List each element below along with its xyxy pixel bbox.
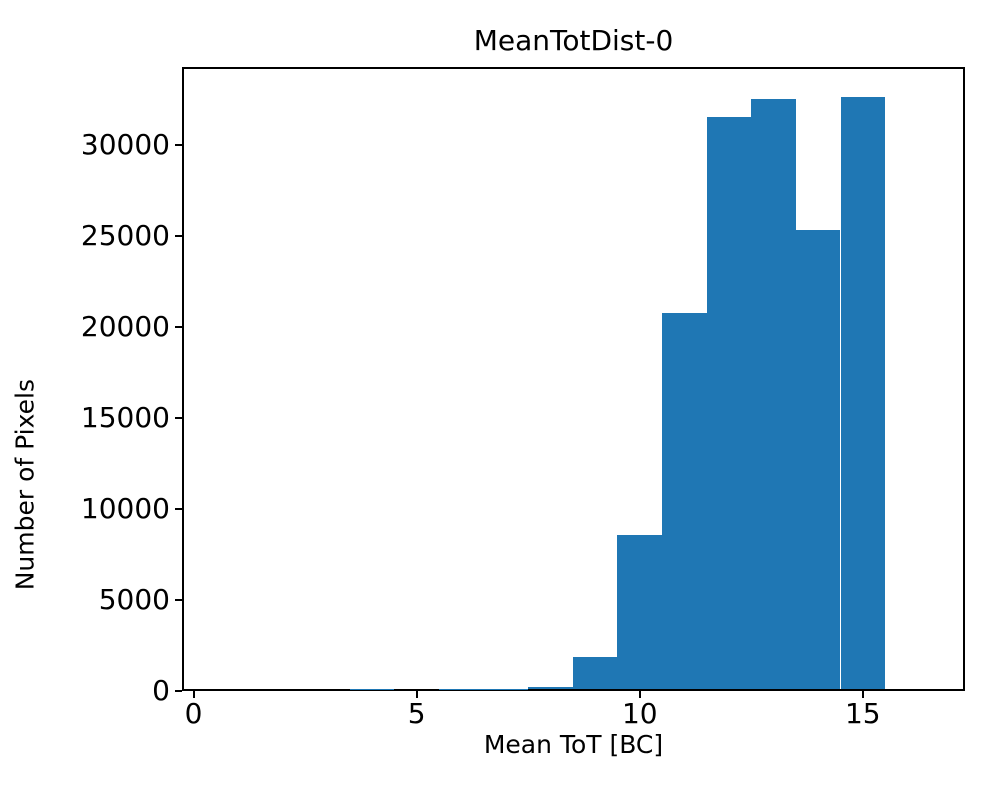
y-tick-mark [175,144,182,147]
histogram-bar [706,117,752,689]
y-tick-label: 20000 [80,310,170,344]
histogram-bar [572,657,618,689]
x-axis-label: Mean ToT [BC] [483,730,664,759]
histogram-bar [751,98,796,689]
x-tick-mark [415,691,418,698]
histogram-bar [617,535,662,689]
y-tick-mark [175,599,182,601]
x-tick-label: 5 [407,697,426,730]
x-tick-mark [192,691,195,698]
histogram-bar [439,689,484,691]
y-tick-mark [175,508,182,511]
x-tick-mark [638,691,641,698]
y-tick-label: 15000 [80,401,170,435]
x-tick-mark [861,691,864,698]
histogram-bar [483,689,529,690]
y-tick-label: 25000 [80,219,170,253]
y-tick-mark [175,690,182,692]
y-tick-label: 0 [152,674,170,707]
y-tick-mark [175,417,182,420]
histogram-bar [528,687,573,689]
histogram-bar [662,313,707,689]
y-tick-label: 30000 [80,128,170,162]
y-axis-label-text: Number of Pixels [10,379,39,591]
y-tick-mark [175,326,182,329]
histogram-bar [349,689,395,691]
x-tick-label: 0 [184,697,203,730]
histogram-bar [795,230,841,689]
y-tick-label: 10000 [80,492,170,526]
y-tick-label: 5000 [98,583,170,616]
chart-title: MeanTotDist-0 [473,24,674,57]
histogram-bar [840,96,886,689]
x-tick-label: 15 [844,697,881,730]
y-tick-mark [175,235,182,238]
x-tick-label: 10 [621,697,658,730]
